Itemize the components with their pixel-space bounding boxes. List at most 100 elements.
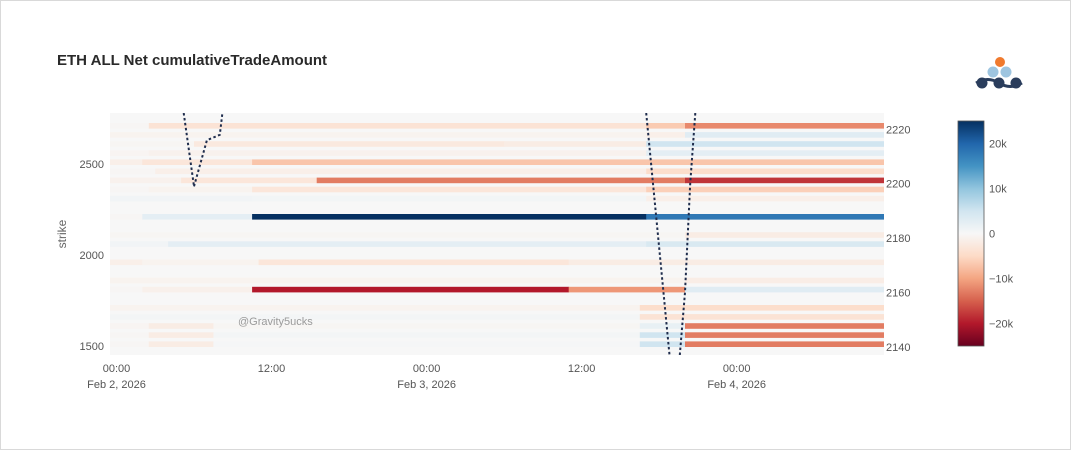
- y2-tick-label: 2180: [886, 233, 910, 245]
- heatmap-cell: [148, 186, 253, 193]
- heatmap-cell: [142, 214, 253, 220]
- heatmap-cell: [639, 341, 686, 347]
- heatmap-cell: [110, 159, 143, 165]
- colorbar-tick-label: 0: [989, 229, 995, 241]
- heatmap-cell: [213, 341, 641, 347]
- x-tick-label: 00:00: [413, 363, 441, 375]
- heatmap-cell: [646, 132, 686, 138]
- heatmap-cell: [568, 286, 686, 293]
- heatmap-cell: [110, 177, 182, 184]
- heatmap-cell: [110, 150, 150, 156]
- heatmap-cell: [110, 132, 647, 138]
- heatmap-cell: [252, 286, 570, 293]
- heatmap-cell: [110, 259, 143, 266]
- heatmap-cell: [252, 195, 647, 202]
- x-tick-label: 00:00: [723, 363, 751, 375]
- heatmap-cell: [685, 177, 884, 184]
- colorbar-ticks: 20k 10k 0 −10k −20k: [989, 139, 1014, 331]
- heatmap-cell: [148, 123, 647, 129]
- y-axis: 1500 2000 2500: [80, 159, 104, 353]
- heatmap-cell: [258, 259, 570, 266]
- heatmap-cell: [646, 186, 884, 193]
- heatmap-cell: [110, 214, 143, 220]
- heatmap-cell: [110, 305, 641, 311]
- colorbar-tick-label: 10k: [989, 184, 1007, 196]
- heatmap-cell: [142, 159, 253, 165]
- heatmap-cell: [213, 323, 641, 329]
- heatmap-cell: [110, 186, 150, 193]
- heatmap-cell: [142, 259, 259, 266]
- heatmap-cell: [213, 332, 641, 338]
- heatmap-cell: [110, 332, 150, 338]
- heatmap-cell: [646, 141, 884, 147]
- heatmap-cell: [685, 341, 884, 347]
- heatmap-cell: [685, 132, 884, 138]
- heatmap-cell: [155, 168, 647, 175]
- heatmap-cell: [148, 341, 214, 347]
- colorbar-tick-label: −10k: [989, 274, 1014, 286]
- heatmap-cell: [639, 305, 884, 311]
- heatmap-cell: [685, 332, 884, 338]
- heatmap-cell: [646, 241, 884, 247]
- watermark-text: @Gravity5ucks: [238, 316, 313, 328]
- heatmap-cell: [504, 141, 647, 147]
- heatmap-cell: [646, 214, 884, 220]
- y2-tick-label: 2200: [886, 179, 910, 191]
- heatmap-cell: [168, 241, 647, 247]
- heatmap-cell: [685, 286, 884, 293]
- y-tick-label: 2500: [80, 159, 104, 171]
- heatmap-cell: [110, 141, 195, 147]
- price-line-segment: [193, 113, 224, 187]
- chart-title: ETH ALL Net cumulativeTradeAmount: [57, 52, 328, 69]
- heatmap-cell: [148, 150, 647, 156]
- x-tick-label: 00:00: [103, 363, 131, 375]
- heatmap-cell: [646, 150, 884, 156]
- heatmap-cell: [148, 323, 214, 329]
- heatmap-cell: [639, 332, 686, 338]
- heatmap-cell: [110, 241, 169, 247]
- heatmap-cell: [181, 177, 318, 184]
- y-tick-label: 2000: [80, 250, 104, 262]
- y2-tick-label: 2220: [886, 124, 910, 136]
- heatmap-cell: [685, 277, 884, 284]
- y2-axis: 2140 2160 2180 2200 2220: [886, 124, 910, 353]
- y2-tick-label: 2140: [886, 342, 910, 354]
- x-tick-label: 12:00: [258, 363, 286, 375]
- x-tick-date-label: Feb 4, 2026: [707, 379, 766, 391]
- heatmap-cell: [316, 177, 686, 184]
- y-tick-label: 1500: [80, 341, 104, 353]
- y2-tick-label: 2160: [886, 288, 910, 300]
- heatmap-cell: [639, 323, 686, 329]
- heatmap-cell: [685, 323, 884, 329]
- x-tick-date-label: Feb 3, 2026: [397, 379, 456, 391]
- heatmap-cell: [252, 214, 647, 220]
- heatmap-cell: [568, 259, 884, 266]
- heatmap-cell: [110, 341, 150, 347]
- heatmap-cell: [110, 323, 150, 329]
- colorbar-tick-label: −20k: [989, 319, 1014, 331]
- heatmap-cell: [252, 159, 884, 165]
- heatmap-cell: [110, 123, 150, 129]
- heatmap-cell: [639, 314, 884, 320]
- heatmap-cell: [252, 186, 647, 193]
- heatmap-cell: [194, 141, 505, 147]
- heatmap-cell: [646, 123, 686, 129]
- heatmap-cell: [110, 314, 641, 320]
- heatmap-cell: [646, 168, 884, 175]
- price-line-segment: [182, 113, 195, 187]
- heatmap-cell: [646, 195, 884, 202]
- price-line-segment: [645, 113, 671, 355]
- heatmap-cell: [110, 195, 253, 202]
- heatmap-cells: [110, 123, 884, 347]
- y-axis-label: strike: [55, 219, 69, 248]
- x-tick-date-label: Feb 2, 2026: [87, 379, 146, 391]
- heatmap-cell: [110, 286, 143, 293]
- heatmap-cell: [110, 277, 686, 284]
- colorbar-tick-label: 20k: [989, 139, 1007, 151]
- heatmap-cell: [142, 286, 253, 293]
- heatmap-cell: [685, 232, 884, 238]
- x-tick-label: 12:00: [568, 363, 596, 375]
- x-axis: 00:00 Feb 2, 2026 12:00 00:00 Feb 3, 2026 12:…: [87, 363, 766, 391]
- colorbar: [957, 120, 985, 347]
